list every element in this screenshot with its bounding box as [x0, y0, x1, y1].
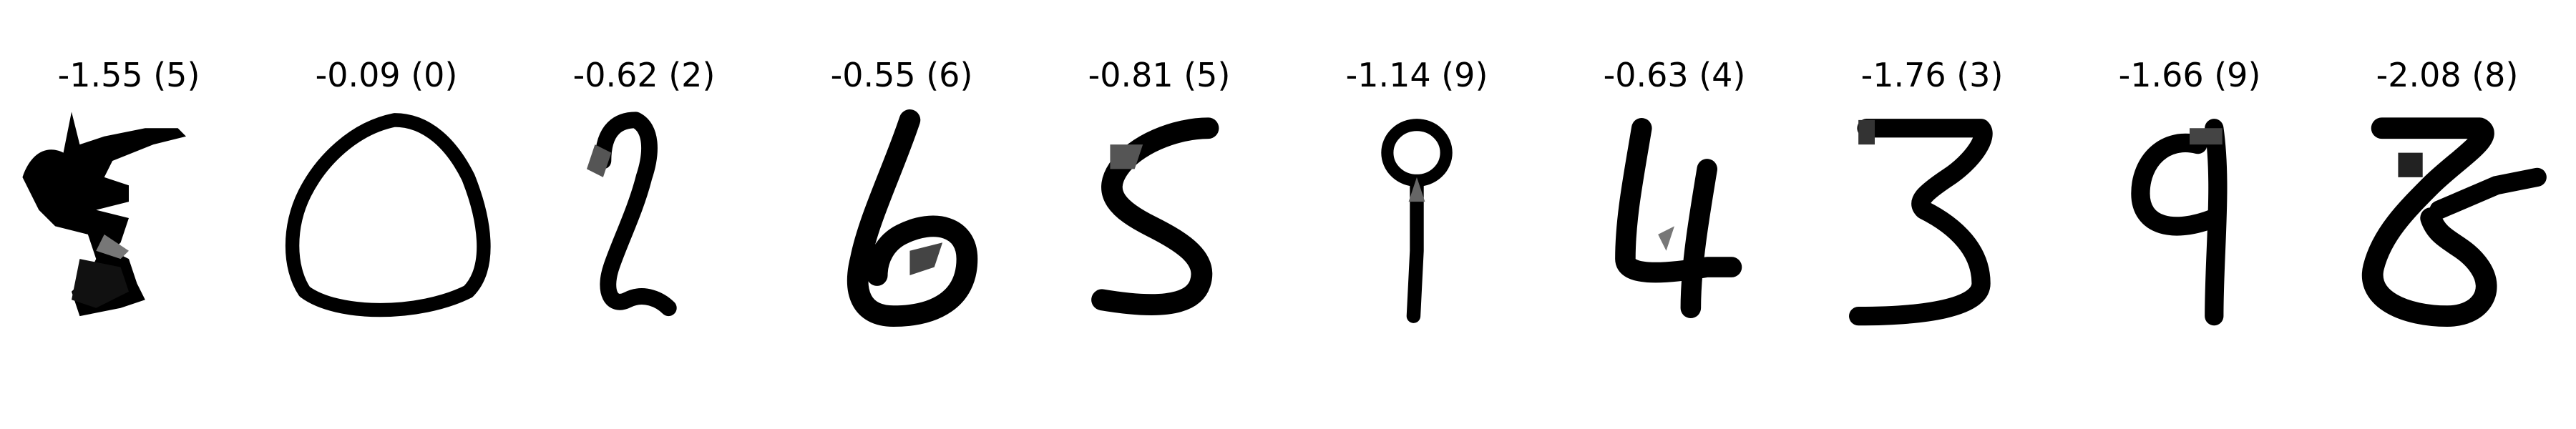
sample-cell-7: -0.63 (4): [1560, 43, 1789, 343]
sample-cell-5: -0.81 (5): [1045, 43, 1274, 343]
sample-cell-9: -1.66 (9): [2075, 43, 2304, 343]
sample-cell-2: -0.09 (0): [272, 43, 501, 343]
sample-caption: -1.66 (9): [2118, 56, 2261, 94]
sample-caption: -0.09 (0): [315, 56, 458, 94]
sample-caption: -1.14 (9): [1345, 56, 1488, 94]
handwritten-digit-image: [14, 104, 243, 332]
handwritten-digit-image: [2333, 104, 2562, 332]
handwritten-digit-image: [272, 104, 501, 332]
sample-caption: -1.76 (3): [1860, 56, 2004, 94]
sample-cell-10: -2.08 (8): [2333, 43, 2562, 343]
handwritten-digit-image: [2075, 104, 2304, 332]
sample-cell-4: -0.55 (6): [787, 43, 1016, 343]
sample-cell-6: -1.14 (9): [1302, 43, 1531, 343]
sample-caption: -0.63 (4): [1603, 56, 1746, 94]
sample-caption: -0.55 (6): [830, 56, 973, 94]
sample-cell-3: -0.62 (2): [530, 43, 758, 343]
sample-cell-1: -1.55 (5): [14, 43, 243, 343]
sample-caption: -1.55 (5): [57, 56, 200, 94]
sample-caption: -0.62 (2): [572, 56, 716, 94]
handwritten-digit-image: [530, 104, 758, 332]
handwritten-digit-image: [1560, 104, 1789, 332]
sample-cell-8: -1.76 (3): [1818, 43, 2046, 343]
handwritten-digit-image: [1302, 104, 1531, 332]
handwritten-digit-image: [1045, 104, 1274, 332]
handwritten-digit-image: [787, 104, 1016, 332]
handwritten-digit-image: [1818, 104, 2046, 332]
sample-caption: -2.08 (8): [2376, 56, 2519, 94]
sample-caption: -0.81 (5): [1088, 56, 1231, 94]
